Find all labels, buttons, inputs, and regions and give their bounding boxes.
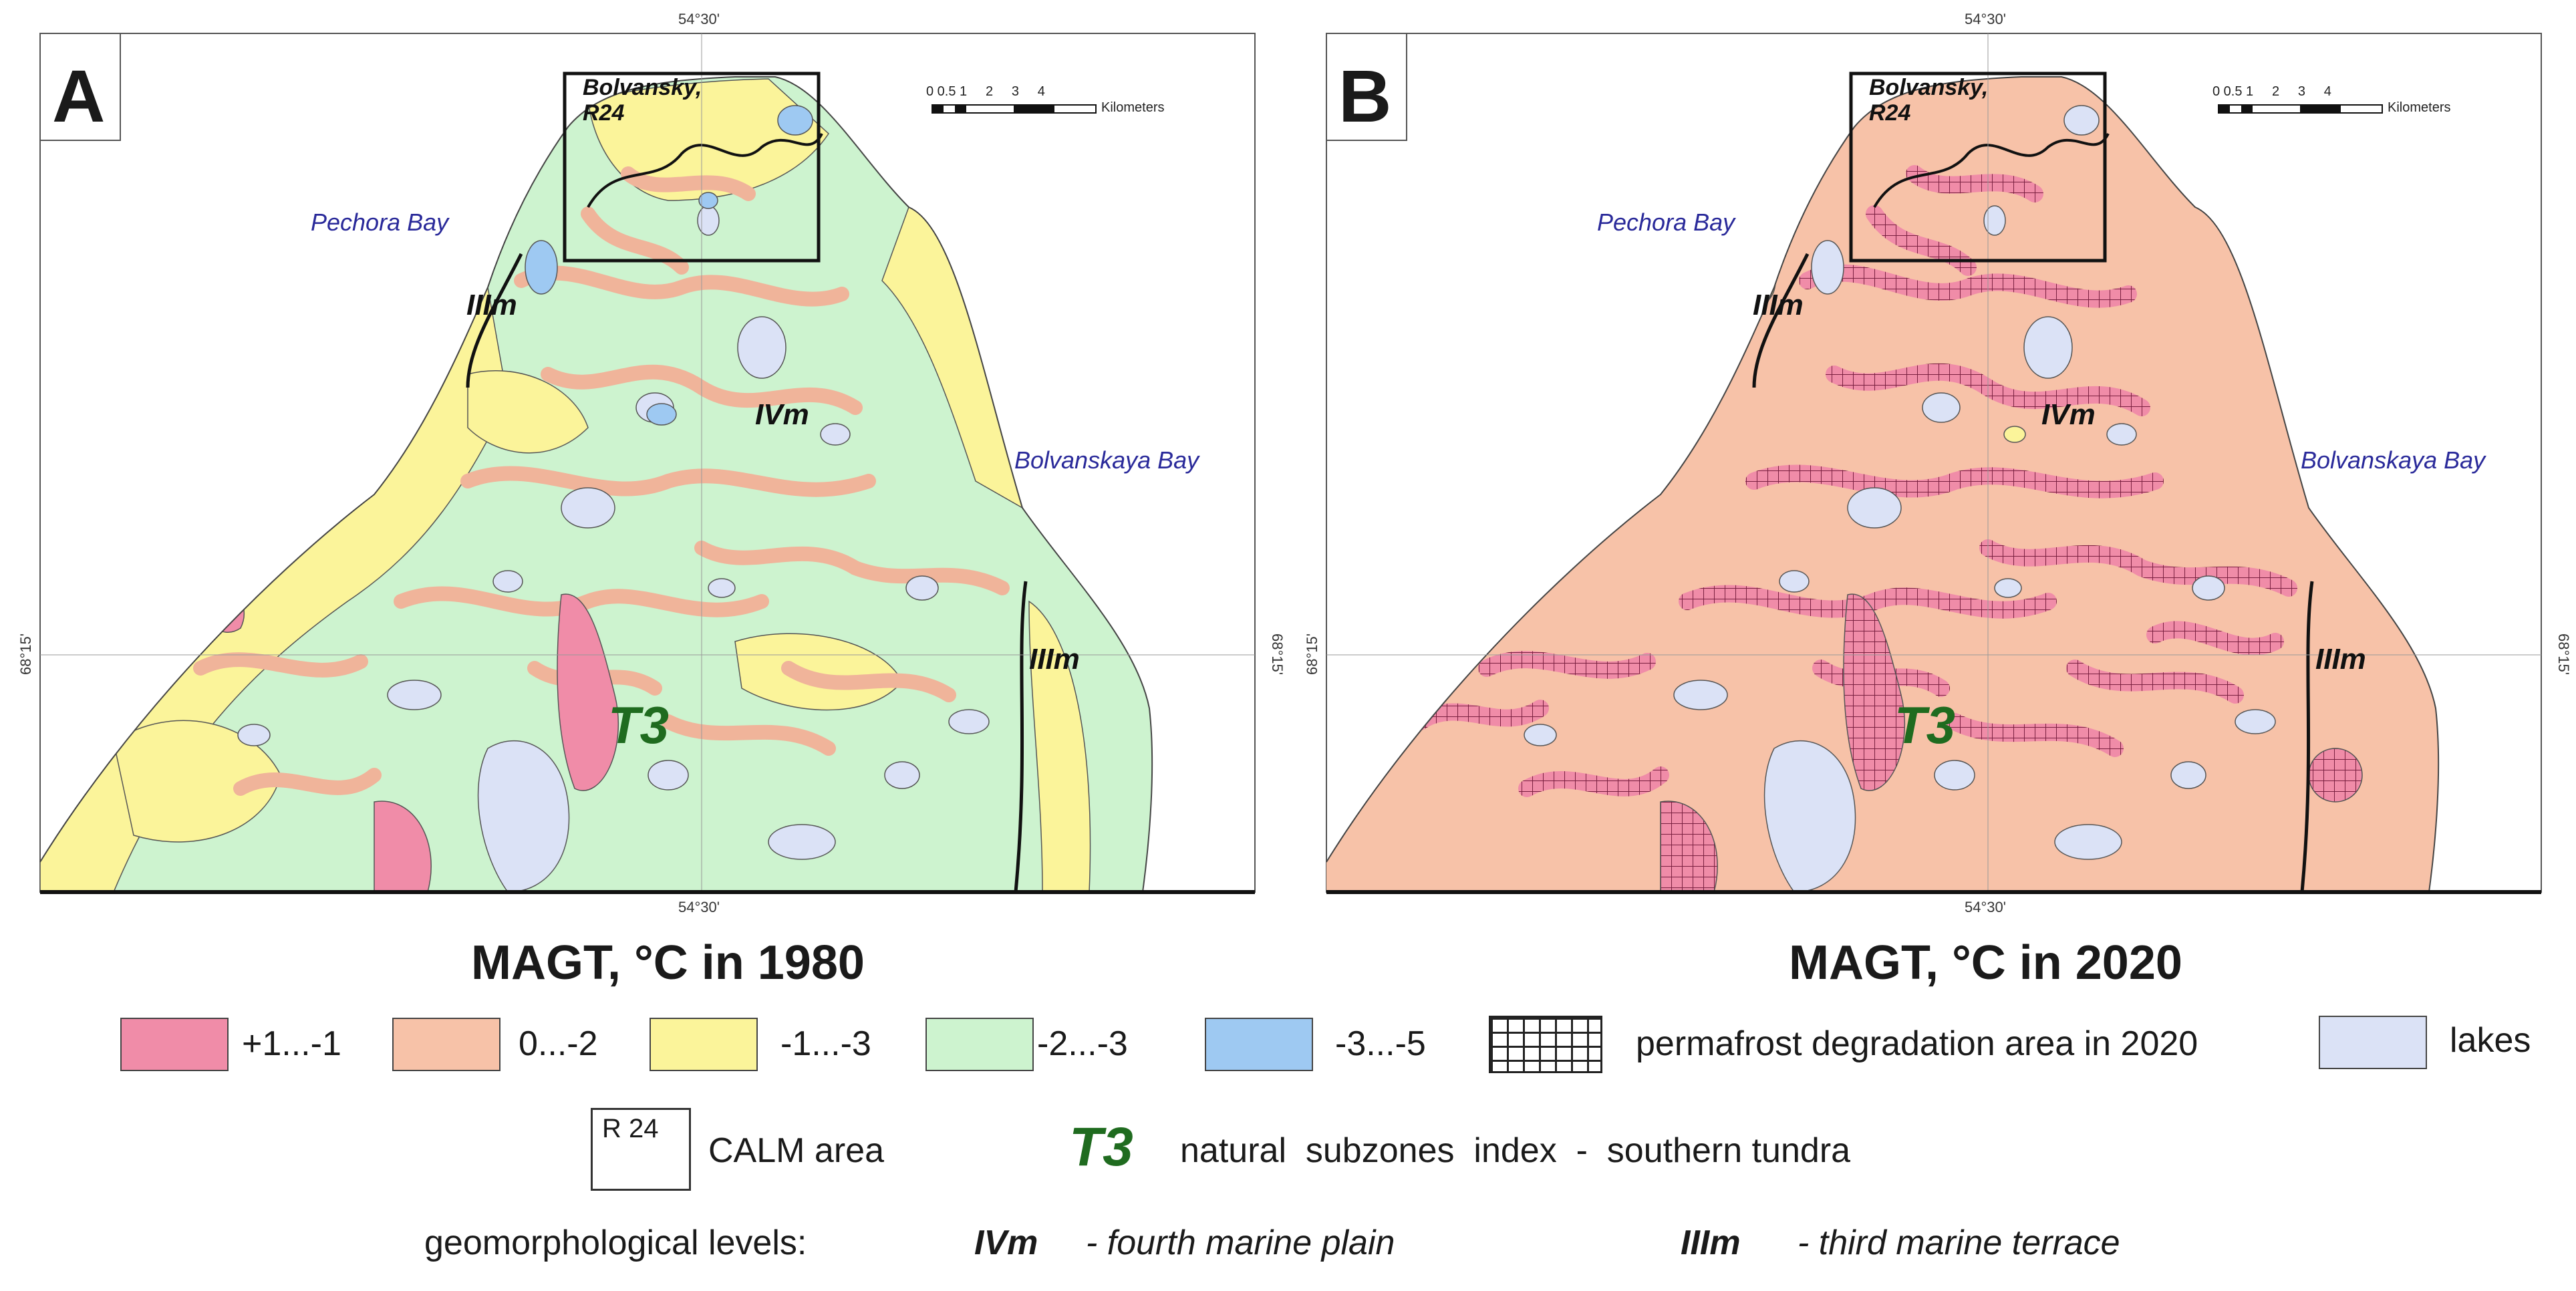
legend-label-4: -2...-3 bbox=[1037, 1024, 1128, 1063]
legend-calm-box: R 24 bbox=[591, 1108, 691, 1191]
legend-geo-ivm-text: - fourth marine plain bbox=[1086, 1224, 1395, 1262]
coord-right: 68°15' bbox=[1268, 633, 1286, 675]
legend-geo-iiim: IIIm bbox=[1681, 1224, 1741, 1262]
coord-right: 68°15' bbox=[2555, 633, 2572, 675]
panel-title-a: MAGT, °C in 1980 bbox=[471, 936, 865, 990]
scale-ticks-a: 0 0.5 1 2 3 4 bbox=[926, 84, 1045, 99]
legend-label-1: +1...-1 bbox=[242, 1024, 341, 1063]
bolvanskaya-bay-label: Bolvanskaya Bay bbox=[2301, 446, 2486, 474]
legend-t3-symbol: T3 bbox=[1069, 1117, 1133, 1177]
ivm-label: IVm bbox=[755, 398, 809, 431]
map-panel-b: B 54°30' 54°30' 68°15' 68°15' 0 0.5 1 2 … bbox=[1286, 0, 2576, 990]
iiim-left-label: IIIm bbox=[1753, 289, 1804, 321]
map-panel-a: A 54°30' 54°30' 68°15' 68°15' 0 0.5 1 2 … bbox=[0, 0, 1290, 990]
panel-letter-a: A bbox=[52, 55, 106, 138]
legend-calm-text: CALM area bbox=[708, 1131, 884, 1170]
iiim-left-label: IIIm bbox=[466, 289, 517, 321]
panel-letter-b: B bbox=[1338, 55, 1392, 138]
legend-geo-ivm: IVm bbox=[974, 1224, 1038, 1262]
coord-top: 54°30' bbox=[678, 11, 720, 27]
legend-swatch-3 bbox=[650, 1018, 758, 1071]
pechora-bay-label: Pechora Bay bbox=[1597, 208, 1735, 236]
map-a-canvas bbox=[39, 33, 1256, 894]
legend-degradation-label: permafrost degradation area in 2020 bbox=[1636, 1024, 2198, 1063]
legend-swatch-4 bbox=[925, 1018, 1034, 1071]
legend-lakes-swatch bbox=[2319, 1016, 2427, 1069]
iiim-right-label: IIIm bbox=[1029, 643, 1080, 676]
coord-left: 68°15' bbox=[1303, 633, 1320, 675]
calm-label-b: Bolvansky, R24 bbox=[1869, 75, 1989, 126]
legend-t3-text: natural subzones index - southern tundra bbox=[1180, 1131, 1851, 1170]
scale-unit-a: Kilometers bbox=[1101, 100, 1165, 115]
legend-lakes-label: lakes bbox=[2450, 1021, 2531, 1060]
t3-label: T3 bbox=[1894, 696, 1956, 754]
scale-unit-b: Kilometers bbox=[2388, 100, 2451, 115]
panel-title-b: MAGT, °C in 2020 bbox=[1789, 936, 2182, 990]
legend-geo-iiim-text: - third marine terrace bbox=[1798, 1224, 2120, 1262]
legend-swatch-2 bbox=[392, 1018, 500, 1071]
legend-degradation-swatch bbox=[1489, 1016, 1602, 1073]
t3-label: T3 bbox=[608, 696, 670, 754]
legend-calm-box-label: R 24 bbox=[602, 1114, 659, 1143]
bolvanskaya-bay-label: Bolvanskaya Bay bbox=[1014, 446, 1199, 474]
scale-ticks-b: 0 0.5 1 2 3 4 bbox=[2212, 84, 2331, 99]
coord-top: 54°30' bbox=[1965, 11, 2006, 27]
iiim-right-label: IIIm bbox=[2315, 643, 2366, 676]
ivm-label: IVm bbox=[2041, 398, 2096, 431]
legend-label-2: 0...-2 bbox=[519, 1024, 598, 1063]
coord-bottom: 54°30' bbox=[1965, 899, 2006, 915]
coord-left: 68°15' bbox=[17, 633, 34, 675]
legend-label-5: -3...-5 bbox=[1335, 1024, 1426, 1063]
calm-label-a: Bolvansky, R24 bbox=[583, 75, 702, 126]
scale-bar-a bbox=[932, 104, 1097, 114]
legend-swatch-5 bbox=[1205, 1018, 1313, 1071]
scale-bar-b bbox=[2218, 104, 2383, 114]
legend-label-3: -1...-3 bbox=[780, 1024, 871, 1063]
map-b-canvas bbox=[1326, 33, 2542, 894]
pechora-bay-label: Pechora Bay bbox=[311, 208, 449, 236]
legend-geo-prefix: geomorphological levels: bbox=[424, 1224, 807, 1262]
coord-bottom: 54°30' bbox=[678, 899, 720, 915]
legend-swatch-1 bbox=[120, 1018, 229, 1071]
